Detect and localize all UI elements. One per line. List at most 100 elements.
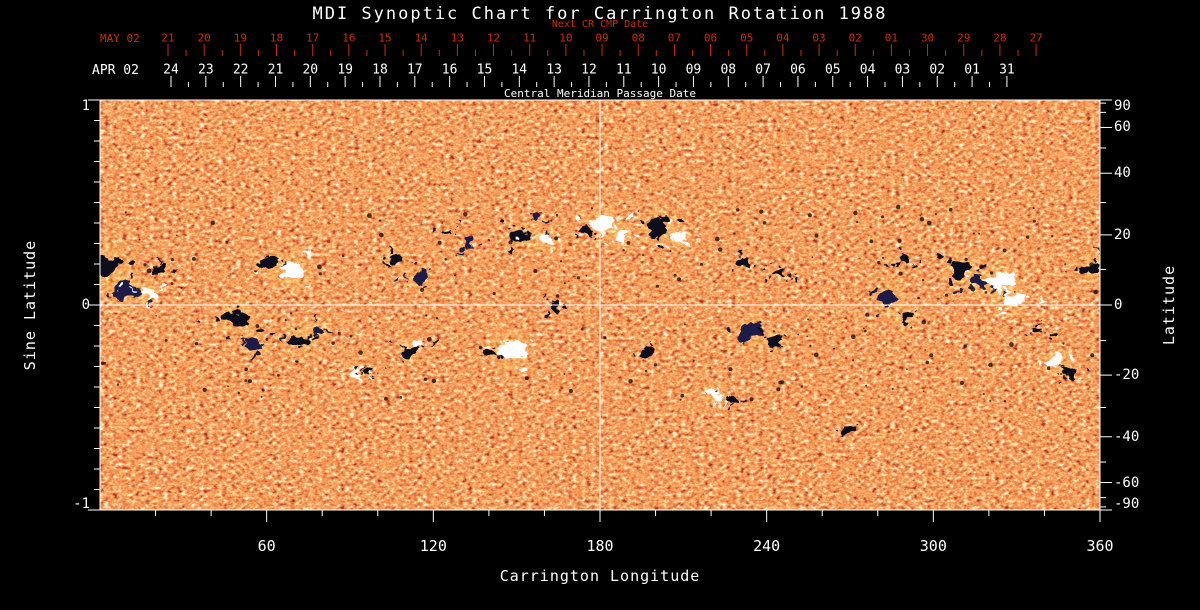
field-speckle — [1060, 373, 1063, 376]
field-speckle — [868, 290, 871, 293]
active-region-fragment — [154, 263, 158, 266]
active-region-fragment — [558, 232, 563, 236]
field-speckle — [824, 398, 827, 401]
field-speckle — [563, 373, 566, 375]
field-speckle — [1071, 378, 1074, 382]
active-region-fragment — [549, 299, 553, 303]
field-speckle — [244, 379, 248, 382]
active-region-negative — [639, 347, 655, 358]
active-region-negative — [387, 252, 402, 263]
red-day-tick-label: 15 — [378, 31, 392, 45]
field-speckle — [533, 269, 538, 273]
active-region-fragment — [759, 332, 763, 336]
field-speckle — [800, 385, 804, 388]
red-day-tick-label: 05 — [740, 31, 754, 45]
active-region-fragment — [363, 368, 366, 371]
cmp-day-tick-label: 17 — [406, 62, 423, 78]
cmp-day-tick-label: 05 — [824, 62, 841, 78]
active-region-fragment — [718, 386, 722, 390]
active-region-fragment — [949, 259, 954, 264]
field-speckle — [692, 359, 695, 362]
red-day-tick-label: 07 — [667, 31, 681, 45]
active-region-fragment — [421, 346, 425, 350]
active-region-fragment — [475, 241, 478, 245]
field-speckle — [776, 387, 781, 392]
field-speckle — [289, 312, 293, 315]
active-region-fragment — [631, 236, 635, 240]
field-speckle — [349, 334, 353, 338]
active-region-fragment — [483, 240, 486, 244]
active-region-fragment — [196, 319, 202, 325]
cmp-day-tick-label: 11 — [615, 62, 632, 78]
field-speckle — [882, 256, 885, 259]
active-region-fragment — [132, 288, 136, 292]
field-speckle — [679, 398, 682, 401]
field-speckle — [807, 213, 812, 218]
active-region-fragment — [484, 344, 490, 350]
active-region-fragment — [313, 318, 317, 322]
active-region-fragment — [1063, 375, 1066, 378]
red-day-tick-label: 12 — [486, 31, 501, 45]
red-day-tick-label: 04 — [776, 31, 790, 45]
field-speckle — [897, 238, 902, 243]
field-speckle — [1003, 399, 1006, 403]
field-speckle — [581, 327, 584, 331]
active-region-fragment — [160, 285, 164, 289]
active-region-fragment — [545, 295, 548, 298]
latitude-tick-label: -40 — [1114, 428, 1140, 445]
cmp-day-tick-label: 21 — [267, 62, 284, 78]
field-speckle — [1032, 207, 1035, 210]
active-region-positive — [1000, 295, 1023, 307]
active-region-negative — [1063, 368, 1076, 378]
cmp-day-tick-label: 06 — [790, 62, 806, 78]
active-region-fragment — [1043, 330, 1046, 334]
cmp-day-tick-label: 08 — [720, 62, 737, 78]
field-speckle — [441, 222, 443, 224]
active-region-fragment — [413, 260, 417, 264]
cmp-day-tick-label: 04 — [859, 62, 876, 78]
active-region-fragment — [574, 214, 580, 220]
field-speckle — [865, 312, 870, 317]
active-region-fragment — [1083, 371, 1087, 375]
field-speckle — [924, 349, 926, 351]
active-region-fragment — [426, 270, 430, 274]
active-region-positive — [1046, 357, 1065, 368]
central-meridian-passage-date-label: Central Meridian Passage Date — [503, 87, 697, 100]
active-region-fragment — [432, 344, 436, 349]
field-speckle — [785, 280, 788, 282]
active-region-fragment — [359, 373, 363, 377]
active-region-fragment — [390, 340, 394, 344]
field-speckle — [653, 363, 658, 367]
active-region-fragment — [893, 314, 897, 318]
active-region-fragment — [368, 378, 372, 382]
field-speckle — [492, 291, 496, 296]
red-day-tick-label: 01 — [884, 31, 899, 45]
active-region-negative — [399, 345, 418, 355]
field-speckle — [1090, 353, 1095, 358]
field-speckle — [1093, 290, 1098, 295]
active-region-fragment — [216, 316, 222, 322]
active-region-fragment — [255, 269, 259, 273]
active-region-fragment — [382, 369, 386, 372]
latitude-tick-label: -60 — [1114, 474, 1140, 491]
field-speckle — [736, 208, 740, 212]
red-day-tick-label: 10 — [559, 31, 573, 45]
active-region-fragment — [633, 351, 637, 355]
field-speckle — [284, 319, 287, 322]
active-region-fragment — [671, 239, 675, 243]
active-region-fragment — [328, 329, 332, 333]
active-region-fragment — [390, 247, 394, 252]
active-region-fragment — [1028, 329, 1031, 333]
active-region-fragment — [1039, 322, 1043, 325]
field-speckle — [420, 287, 425, 292]
active-region-fragment — [885, 265, 888, 269]
field-speckle — [852, 359, 855, 362]
active-region-fragment — [303, 251, 309, 258]
red-day-tick-label: 18 — [269, 31, 284, 45]
field-speckle — [227, 385, 229, 388]
cmp-day-tick-label: 03 — [894, 62, 911, 78]
field-speckle — [728, 367, 733, 372]
field-speckle — [673, 273, 677, 277]
red-day-tick-label: 21 — [161, 31, 175, 45]
active-region-negative — [111, 282, 139, 299]
